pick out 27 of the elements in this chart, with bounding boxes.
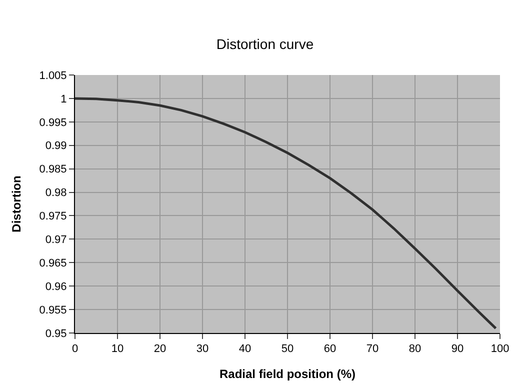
y-tick-label: 0.96 bbox=[45, 280, 67, 293]
y-tick-label: 0.965 bbox=[39, 257, 67, 270]
chart-title: Distortion curve bbox=[216, 36, 314, 52]
y-tick-label: 0.97 bbox=[45, 234, 67, 246]
x-tick-label: 10 bbox=[111, 343, 124, 356]
y-tick-label: 1.005 bbox=[39, 70, 67, 82]
x-axis-title: Radial field position (%) bbox=[219, 367, 356, 382]
y-tick-label: 0.975 bbox=[39, 210, 67, 223]
y-tick-label: 1 bbox=[60, 93, 67, 106]
x-tick-label: 60 bbox=[324, 343, 336, 356]
x-tick-label: 100 bbox=[490, 343, 510, 356]
y-tick-label: 0.985 bbox=[39, 164, 67, 176]
x-tick-label: 90 bbox=[451, 343, 464, 356]
x-tick-label: 70 bbox=[366, 343, 379, 356]
y-tick-label: 0.95 bbox=[45, 328, 67, 340]
x-tick-label: 0 bbox=[72, 343, 78, 356]
x-tick-label: 40 bbox=[238, 343, 252, 356]
x-tick-label: 30 bbox=[196, 343, 209, 356]
x-tick-label: 50 bbox=[281, 343, 294, 356]
x-tick-label: 80 bbox=[408, 343, 422, 356]
line-series bbox=[75, 97, 497, 330]
y-tick-label: 0.995 bbox=[39, 116, 67, 129]
y-tick-label: 0.955 bbox=[39, 304, 67, 316]
y-tick-label: 0.99 bbox=[45, 140, 67, 152]
y-axis-title: Distortion bbox=[10, 176, 24, 232]
y-tick-label: 0.98 bbox=[45, 187, 67, 200]
x-tick-label: 20 bbox=[154, 343, 166, 356]
